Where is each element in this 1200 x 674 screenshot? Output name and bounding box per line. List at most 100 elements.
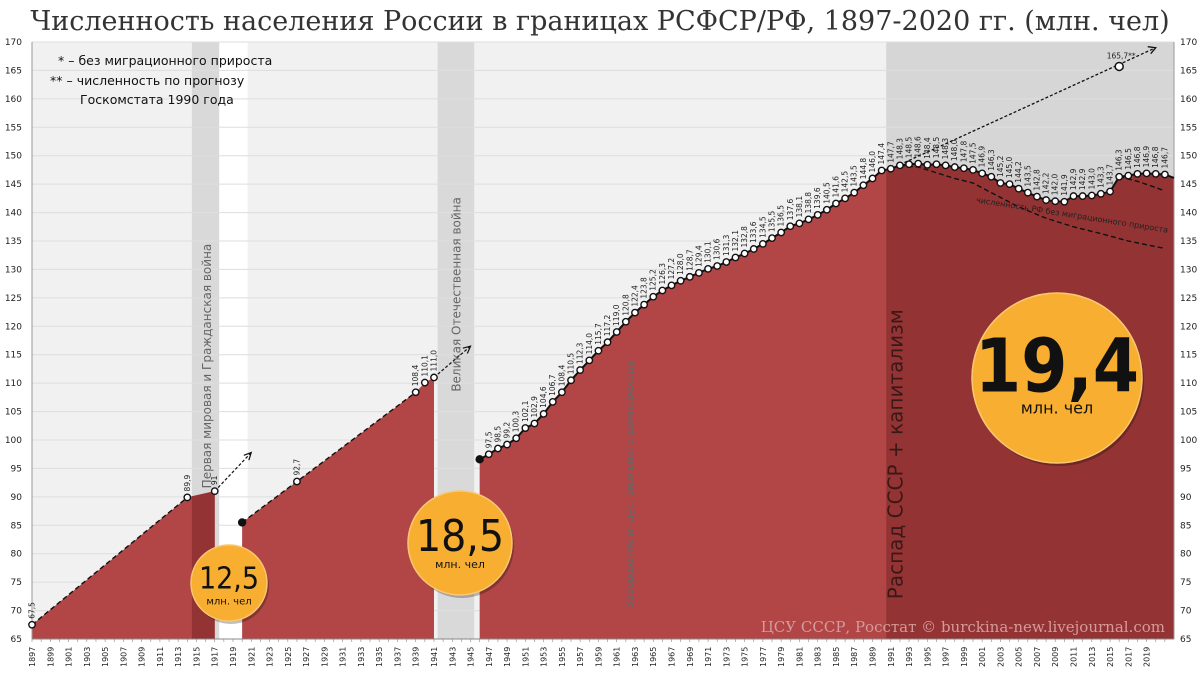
data-label: 142,0 <box>1051 174 1060 196</box>
data-point <box>512 434 521 443</box>
x-tick-label: 1999 <box>960 647 969 667</box>
data-point <box>576 366 585 374</box>
data-point <box>1115 172 1124 181</box>
x-tick-label: 1989 <box>869 647 878 667</box>
war-projection-line <box>433 345 471 378</box>
data-label: 120,8 <box>621 294 630 316</box>
data-label: 146,7 <box>1160 147 1169 169</box>
x-tick-label: 1927 <box>302 647 311 667</box>
data-label: 123,8 <box>640 277 649 299</box>
y-tick-label: 85 <box>11 521 22 531</box>
y-tick-label: 135 <box>5 237 22 247</box>
x-tick-label: 1911 <box>156 647 165 667</box>
data-label: 128,0 <box>676 253 685 275</box>
data-point <box>539 409 548 418</box>
data-label: 104,6 <box>539 386 548 408</box>
data-point <box>1005 180 1014 189</box>
data-label: 138,8 <box>804 192 813 214</box>
data-point <box>886 164 895 173</box>
x-tick-label: 1973 <box>722 647 731 667</box>
data-label: 136,5 <box>777 205 786 227</box>
data-point <box>28 620 36 629</box>
data-point <box>1124 171 1133 180</box>
data-label: 110,1 <box>420 355 429 377</box>
loss-bubble <box>971 292 1143 464</box>
data-point <box>1087 191 1096 200</box>
data-point <box>183 493 192 502</box>
x-tick-label: 1981 <box>795 647 804 667</box>
area-segment <box>242 377 434 639</box>
data-point <box>530 419 539 428</box>
data-label: 108,4 <box>411 365 420 387</box>
data-label: 137,6 <box>786 199 795 221</box>
legend-forecast: ** – численность по прогнозу <box>50 73 245 88</box>
data-point <box>1160 170 1169 179</box>
forecast-point <box>1114 61 1124 72</box>
data-label: 143,5 <box>850 165 859 187</box>
data-label: 132,1 <box>731 230 740 252</box>
y-tick-label: 165 <box>5 66 22 76</box>
data-label: 148,3 <box>941 138 950 160</box>
data-point <box>959 164 968 173</box>
data-point <box>695 268 703 277</box>
x-tick-label: 1925 <box>284 647 293 667</box>
data-point <box>557 388 566 397</box>
x-tick-label: 1945 <box>467 647 476 667</box>
y-tick-label: 110 <box>1180 379 1197 389</box>
x-tick-label: 1921 <box>247 647 256 667</box>
y-tick-label: 155 <box>5 123 22 133</box>
data-label: 115,7 <box>594 323 603 345</box>
data-point <box>768 234 776 243</box>
x-tick-label: 1997 <box>942 647 951 667</box>
war-projection-arrowhead <box>243 451 253 461</box>
data-label: 142,2 <box>1042 172 1051 194</box>
x-axis: 1897 1899 1901 1903 1905 1907 1909 1911 1913 1915… <box>28 638 1174 667</box>
y-tick-label: 90 <box>1180 493 1192 503</box>
y-tick-label: 110 <box>5 379 22 389</box>
x-tick-label: 1969 <box>686 647 695 667</box>
y-tick-label: 125 <box>1180 294 1197 304</box>
data-points <box>28 159 1169 629</box>
y-tick-label: 100 <box>5 436 22 446</box>
data-point <box>658 286 667 295</box>
data-point <box>548 398 557 406</box>
data-label: 128,7 <box>685 249 694 271</box>
data-label: 110,5 <box>567 353 576 375</box>
y-tick-label: 120 <box>5 322 22 332</box>
data-point <box>850 188 859 197</box>
data-label: 147,5 <box>969 142 978 164</box>
data-point <box>411 388 420 397</box>
y-tick-label: 135 <box>1180 237 1197 247</box>
x-tick-label: 1953 <box>540 647 549 667</box>
data-point <box>786 222 795 231</box>
x-tick-label: 1903 <box>83 647 92 667</box>
data-label: 145,0 <box>1005 156 1014 178</box>
chart-title: Численность населения России в границах … <box>30 6 1169 37</box>
war-projection-line <box>214 452 252 492</box>
y-tick-label: 130 <box>5 265 22 275</box>
x-tick-label: 2019 <box>1143 647 1152 667</box>
data-point <box>585 356 594 365</box>
y-tick-label: 95 <box>11 464 22 474</box>
data-point <box>1106 187 1114 196</box>
x-tick-label: 1993 <box>905 647 914 667</box>
x-tick-label: 1947 <box>485 647 494 667</box>
data-point <box>923 160 932 169</box>
bubble-value: 12,5 <box>199 561 259 596</box>
x-tick-label: 1939 <box>412 647 421 667</box>
bubble-value: 18,5 <box>416 511 504 562</box>
y-tick-label: 125 <box>5 294 22 304</box>
data-point <box>996 179 1005 187</box>
data-point <box>804 215 813 224</box>
data-point <box>494 444 502 453</box>
data-label: 146,9 <box>978 146 987 168</box>
data-label: 117,2 <box>603 315 612 337</box>
data-point <box>868 174 877 183</box>
y-tick-label: 165 <box>1180 66 1197 76</box>
x-tick-label: 2015 <box>1106 647 1115 667</box>
y-tick-label: 160 <box>5 95 22 105</box>
data-point <box>503 440 511 449</box>
y-tick-label: 140 <box>5 209 22 219</box>
data-label: 142,8 <box>1032 169 1041 191</box>
